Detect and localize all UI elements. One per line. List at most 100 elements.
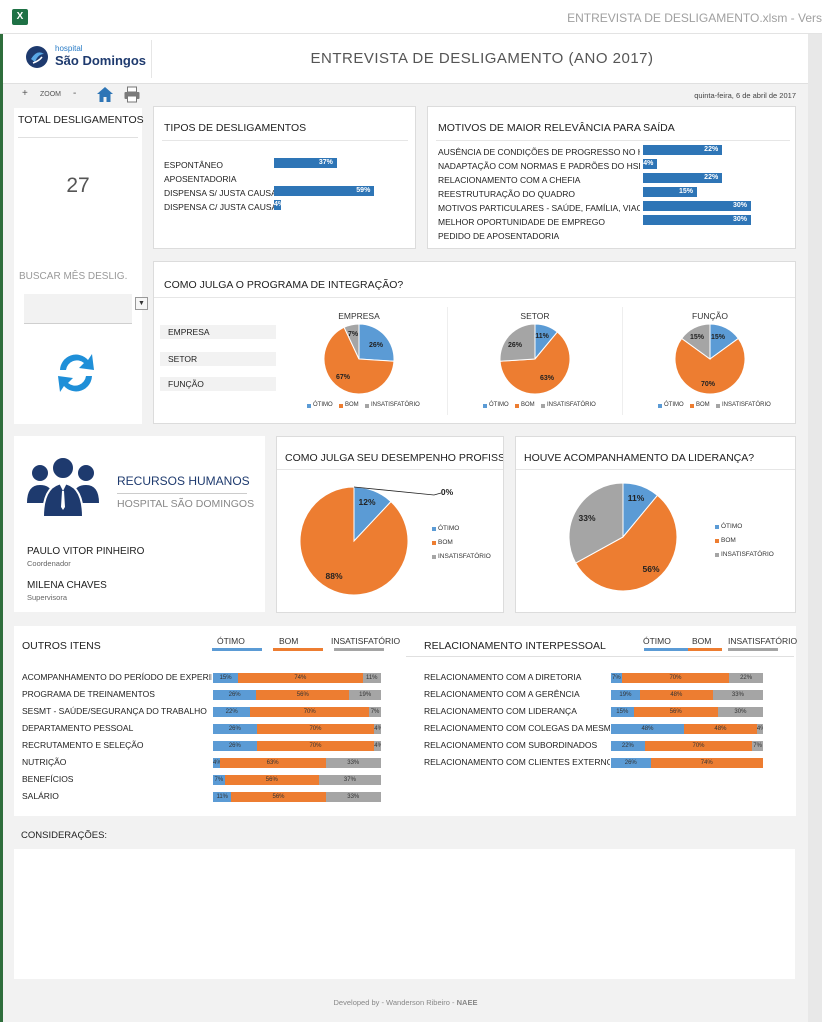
rh-divider: [117, 493, 247, 494]
home-icon[interactable]: [96, 86, 114, 103]
interpessoal-bar-segment: 48%: [683, 724, 757, 734]
desempenho-pie-value-label: 88%: [325, 571, 342, 581]
legend-label: ÓTIMO: [489, 402, 509, 408]
outros-bar-segment: 11%: [213, 792, 232, 802]
zoom-out-button[interactable]: -: [73, 88, 77, 99]
outros-segment-value: 33%: [347, 794, 360, 800]
legend-label: BOM: [696, 402, 710, 408]
lideranca-pie-value-label: 33%: [578, 513, 595, 523]
interpessoal-segment-value: 7%: [612, 675, 621, 681]
window-right-scroll-area: [808, 34, 822, 1022]
interpessoal-bar-segment: 22%: [611, 741, 645, 751]
interpessoal-bar-segment: 7%: [752, 741, 763, 751]
legend-label: INSATISFATÓRIO: [371, 402, 420, 408]
print-icon[interactable]: [123, 86, 141, 103]
desempenho-pie-chart: 12% 88% 0%: [299, 486, 454, 596]
lideranca-pie-value-label: 56%: [642, 564, 659, 574]
desempenho-pie-value-label: 0%: [441, 487, 454, 497]
outros-bar-segment: 26%: [213, 741, 257, 751]
interpessoal-row-label: RELACIONAMENTO COM SUBORDINADOS: [424, 740, 598, 750]
rh-title: RECURSOS HUMANOS: [117, 474, 250, 488]
tipos-panel: TIPOS DE DESLIGAMENTOS ESPONTÂNEO 37% APOS…: [153, 106, 416, 249]
motivos-category-label: PEDIDO DE APOSENTADORIA: [438, 231, 560, 241]
interpessoal-segment-value: 74%: [700, 760, 713, 766]
integracao-pie-slice: [499, 331, 571, 395]
legend-swatch: [716, 404, 720, 408]
interpessoal-bar-segment: 48%: [639, 690, 713, 700]
person-role: Coordenador: [27, 559, 71, 568]
interpessoal-segment-value: 48%: [670, 692, 683, 698]
refresh-icon[interactable]: [52, 348, 100, 398]
lideranca-title: HOUVE ACOMPANHAMENTO DA LIDERANÇA?: [524, 452, 755, 464]
integracao-pie-value-label: 7%: [348, 331, 359, 338]
desempenho-pie-slice: [299, 486, 409, 596]
zoom-in-button[interactable]: +: [22, 88, 28, 99]
outros-bar-segment: 22%: [213, 707, 251, 717]
lideranca-pie-chart: 11% 56% 33%: [568, 482, 678, 592]
desempenho-title: COMO JULGA SEU DESEMPENHO PROFISSIONAL?: [285, 452, 503, 464]
dashboard-header: hospital São Domingos ENTREVISTA DE DESL…: [3, 34, 808, 84]
integracao-side-label: EMPRESA: [160, 325, 276, 339]
pie-separator: [622, 307, 623, 415]
interpessoal-bar-segment: 22%: [729, 673, 763, 683]
desempenho-divider: [277, 469, 503, 470]
legend-swatch: [432, 541, 436, 545]
motivos-bar: 30%: [643, 201, 751, 211]
lideranca-pie-value-label: 11%: [628, 493, 645, 503]
outros-bar-segment: 70%: [256, 741, 375, 751]
interpessoal-bar-segment: 7%: [611, 673, 622, 683]
interpessoal-segment-value: 19%: [619, 692, 632, 698]
lideranca-pie-slice: [568, 482, 624, 564]
consideracoes-title: CONSIDERAÇÕES:: [21, 830, 108, 841]
outros-legend-insat-swatch: [334, 648, 384, 651]
integracao-pie-value-label: 11%: [535, 333, 549, 340]
desempenho-pie-value-label: 12%: [358, 497, 375, 507]
interpessoal-segment-value: 7%: [753, 743, 762, 749]
interpessoal-segment-value: 22%: [621, 743, 634, 749]
interpessoal-row-label: RELACIONAMENTO COM CLIENTES EXTERNOS: [424, 757, 610, 767]
legend-swatch: [432, 527, 436, 531]
outros-stacked-bar: 26% 56% 19%: [213, 690, 381, 700]
tipos-bar-value: 59%: [356, 187, 371, 194]
interpessoal-segment-value: 48%: [641, 726, 654, 732]
legend-label: INSATISFATÓRIO: [722, 402, 771, 408]
integracao-panel: COMO JULGA O PROGRAMA DE INTEGRAÇÃO? EMP…: [153, 261, 796, 424]
integracao-pie-value-label: 67%: [336, 374, 351, 381]
outros-legend-otimo-swatch: [212, 648, 262, 651]
hospital-logo-icon: [26, 46, 48, 68]
lideranca-panel: HOUVE ACOMPANHAMENTO DA LIDERANÇA? 11% 56…: [515, 436, 796, 613]
outros-bar-segment: 4%: [374, 741, 381, 751]
outros-bar-segment: 56%: [256, 690, 350, 700]
chevron-down-icon[interactable]: ▼: [135, 297, 148, 310]
motivos-title: MOTIVOS DE MAIOR RELEVÂNCIA PARA SAÍDA: [438, 122, 675, 134]
motivos-category-label: AUSÊNCIA DE CONDIÇÕES DE PROGRESSO NO HS…: [438, 147, 640, 157]
outros-segment-value: 37%: [343, 777, 356, 783]
integracao-divider: [154, 297, 795, 298]
outros-row-label: NUTRIÇÃO: [22, 757, 67, 767]
interpessoal-segment-value: 30%: [734, 709, 747, 715]
month-dropdown[interactable]: [24, 294, 132, 324]
integracao-pie-value-label: 63%: [540, 375, 555, 382]
outros-row-label: RECRUTAMENTO E SELEÇÃO: [22, 740, 144, 750]
motivos-bar: 30%: [643, 215, 751, 225]
integracao-pie-value-label: 15%: [711, 334, 726, 341]
outros-segment-value: 56%: [296, 692, 309, 698]
outros-segment-value: 26%: [228, 726, 241, 732]
tipos-divider: [162, 140, 408, 141]
interpessoal-segment-value: 70%: [669, 675, 682, 681]
outros-stacked-bar: 26% 70% 4%: [213, 741, 381, 751]
legend-label: ÓTIMO: [664, 402, 684, 408]
outros-row-label: SESMT - SAÚDE/SEGURANÇA DO TRABALHO: [22, 706, 207, 716]
tipos-bar-value: 4%: [274, 201, 285, 208]
footer: Developed by - Wanderson Ribeiro - NAEE: [3, 998, 808, 1007]
consideracoes-textarea[interactable]: [14, 849, 795, 979]
interpessoal-stacked-bar: 22% 70% 7%: [611, 741, 763, 751]
outros-legend-bom: BOM: [279, 636, 299, 646]
window-title: ENTREVISTA DE DESLIGAMENTO.xlsm - Vers: [567, 11, 822, 25]
outros-segment-value: 7%: [370, 709, 380, 715]
legend-swatch: [690, 404, 694, 408]
motivos-bar: 4%: [643, 159, 658, 169]
interpessoal-bar-segment: 15%: [611, 707, 634, 717]
integracao-pie-slice: [323, 326, 395, 395]
integracao-pie-slice: [674, 337, 746, 395]
